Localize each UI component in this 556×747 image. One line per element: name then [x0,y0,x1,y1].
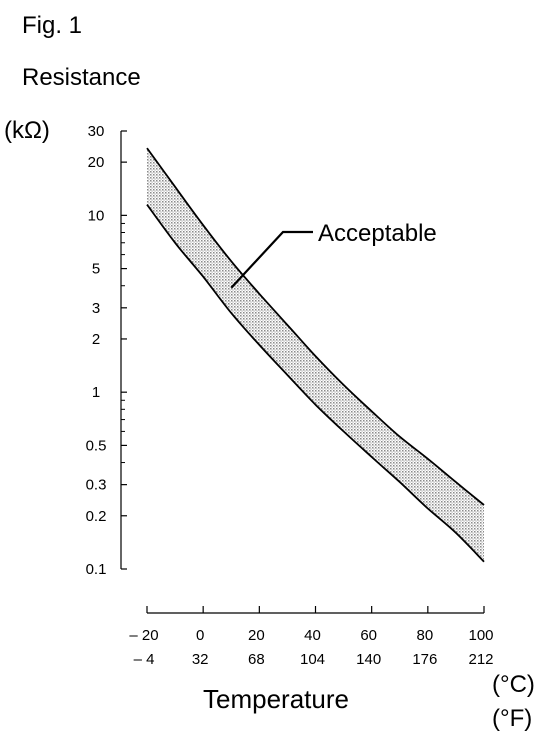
x-tick-label-fahrenheit: 212 [468,651,493,668]
upper-limit-curve [146,147,485,506]
x-tick-label-fahrenheit: – 4 [134,651,155,668]
y-tick-label: 20 [88,154,105,171]
x-tick-label-celsius: 40 [304,627,321,644]
x-axis-title: Temperature [203,684,349,714]
y-tick-label: 2 [92,331,100,348]
x-tick-label-celsius: 100 [468,627,493,644]
x-tick-label-fahrenheit: 32 [192,651,209,668]
y-axis-title: Resistance [22,64,141,91]
y-tick-label: 0.3 [86,477,107,494]
y-tick-label: 0.5 [86,437,107,454]
x-tick-label-fahrenheit: 140 [356,651,381,668]
x-tick-label-celsius: 80 [416,627,433,644]
y-tick-label: 1 [92,384,100,401]
y-tick-label: 30 [88,123,105,140]
annotation-label: Acceptable [318,220,437,247]
y-tick-label: 3 [92,300,100,317]
y-axis-unit: (kΩ) [4,117,50,144]
y-tick-label: 0.2 [86,508,107,525]
annotation-leader-line [230,230,313,289]
figure-label: Fig. 1 [22,12,83,39]
x-tick-label-fahrenheit: 176 [412,651,437,668]
x-tick-label-fahrenheit: 104 [300,651,325,668]
x-tick-label-celsius: 20 [248,627,265,644]
x-axis-unit-celsius: (°C) [492,671,535,698]
y-tick-label: 10 [88,207,105,224]
y-tick-label: 0.1 [86,561,107,578]
x-tick-label-celsius: 0 [196,627,204,644]
x-tick-label-fahrenheit: 68 [248,651,265,668]
lower-limit-curve [146,204,485,563]
x-tick-label-celsius: – 20 [129,627,158,644]
y-tick-label: 5 [92,261,100,278]
x-tick-label-celsius: 60 [360,627,377,644]
x-axis-unit-fahrenheit: (°F) [492,705,533,732]
acceptable-band [147,148,484,562]
